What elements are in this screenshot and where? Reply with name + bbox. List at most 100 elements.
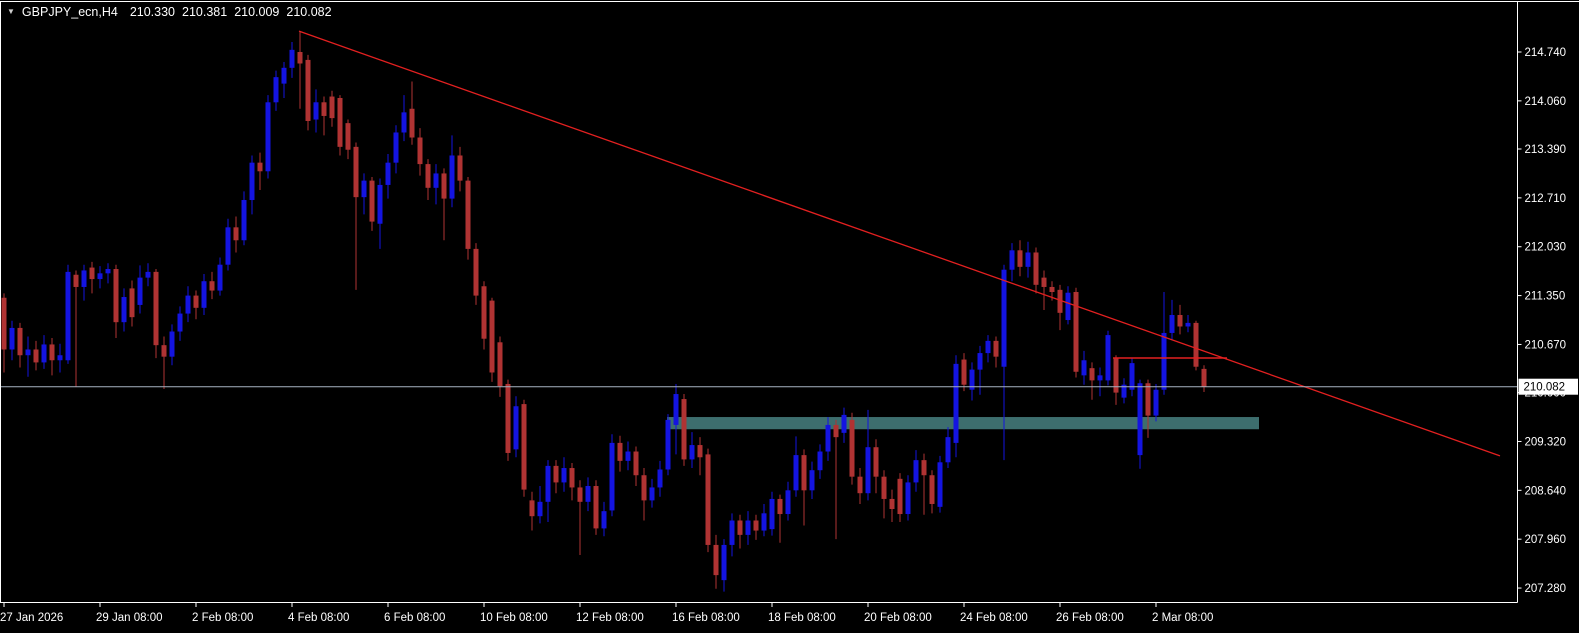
candle-body <box>329 96 335 119</box>
time-tick-label: 20 Feb 08:00 <box>864 612 932 624</box>
candle <box>201 274 207 315</box>
candle-body <box>625 451 631 461</box>
candle-body <box>929 475 935 504</box>
candle-body <box>385 162 391 185</box>
candle-body <box>665 419 671 470</box>
candle-body <box>377 184 383 224</box>
candle <box>89 261 95 294</box>
candle <box>1065 286 1071 325</box>
candle-body <box>353 146 359 198</box>
candle <box>801 449 807 526</box>
candle <box>649 478 655 508</box>
candle-body <box>89 267 95 280</box>
candle <box>713 534 719 589</box>
quote-low: 210.009 <box>234 5 280 19</box>
candle-body <box>945 437 951 463</box>
candle <box>1113 355 1119 405</box>
candle-body <box>673 394 679 425</box>
candle-body <box>193 295 199 308</box>
candle-body <box>1017 250 1023 267</box>
candle <box>233 216 239 253</box>
candle-body <box>425 164 431 188</box>
candle <box>929 470 935 514</box>
candle <box>753 514 759 540</box>
candle <box>601 501 607 537</box>
candle <box>241 191 247 246</box>
candle-body <box>737 520 743 535</box>
candle-body <box>97 273 103 280</box>
candle-body <box>321 102 327 116</box>
candle <box>65 264 71 364</box>
candle <box>273 70 279 111</box>
candle-body <box>985 340 991 354</box>
candle-body <box>649 487 655 501</box>
candle <box>569 463 575 501</box>
candle <box>657 460 663 497</box>
candle <box>1121 378 1127 404</box>
symbol-dropdown-icon[interactable]: ▼ <box>7 7 15 16</box>
candle-body <box>705 454 711 545</box>
candle <box>777 494 783 543</box>
candle <box>457 146 463 192</box>
time-tick-label: 16 Feb 08:00 <box>672 612 740 624</box>
candle <box>921 453 927 515</box>
candle-body <box>81 270 87 287</box>
candle-body <box>249 162 255 201</box>
candle <box>673 383 679 455</box>
candle-body <box>361 180 367 198</box>
candle <box>841 407 847 443</box>
candle <box>1137 379 1143 469</box>
candle <box>833 419 839 540</box>
candle <box>41 335 47 369</box>
candle <box>689 432 695 469</box>
descending-trendline[interactable] <box>298 30 1501 457</box>
candle-body <box>1161 332 1167 390</box>
candle-body <box>57 355 63 361</box>
candle <box>521 399 527 497</box>
candle-body <box>1185 322 1191 327</box>
candle <box>985 335 991 363</box>
time-tick-label: 4 Feb 08:00 <box>288 612 349 624</box>
candle <box>745 511 751 545</box>
candle <box>137 265 143 314</box>
candle <box>697 437 703 476</box>
candle-body <box>545 465 551 502</box>
candle <box>905 475 911 521</box>
candle <box>385 154 391 199</box>
candle-body <box>1081 360 1087 376</box>
candle-body <box>753 520 759 531</box>
candle <box>897 473 903 522</box>
candle <box>1129 358 1135 397</box>
candle-body <box>1065 292 1071 321</box>
candle <box>705 448 711 553</box>
plot-border <box>0 1 1579 603</box>
candle-body <box>1105 335 1111 381</box>
candle <box>1001 264 1007 461</box>
chart-title: ▼ GBPJPY_ecn,H4 210.330 210.381 210.009 210.0… <box>7 5 339 19</box>
candle <box>81 264 87 301</box>
candle <box>257 152 263 190</box>
candle-body <box>473 248 479 296</box>
candle <box>33 340 39 371</box>
candle <box>1193 320 1199 371</box>
candle <box>1033 247 1039 294</box>
candle <box>953 355 959 458</box>
candle-body <box>1113 358 1119 393</box>
quote-high: 210.381 <box>182 5 228 19</box>
time-tick-label: 6 Feb 08:00 <box>384 612 445 624</box>
candle <box>465 177 471 260</box>
candle-body <box>857 476 863 494</box>
supply-zone-rectangle[interactable] <box>667 417 1259 430</box>
time-axis[interactable]: 27 Jan 2026 29 Jan 08:00 2 Feb 08:00 4 Feb … <box>0 603 1213 624</box>
candle <box>785 481 791 521</box>
candle-body <box>761 513 767 531</box>
candle-body <box>1129 363 1135 390</box>
candle-body <box>865 447 871 494</box>
candle <box>729 513 735 557</box>
candle <box>937 455 943 513</box>
candle <box>281 62 287 98</box>
candle-body <box>1057 289 1063 313</box>
candle-body <box>745 520 751 535</box>
